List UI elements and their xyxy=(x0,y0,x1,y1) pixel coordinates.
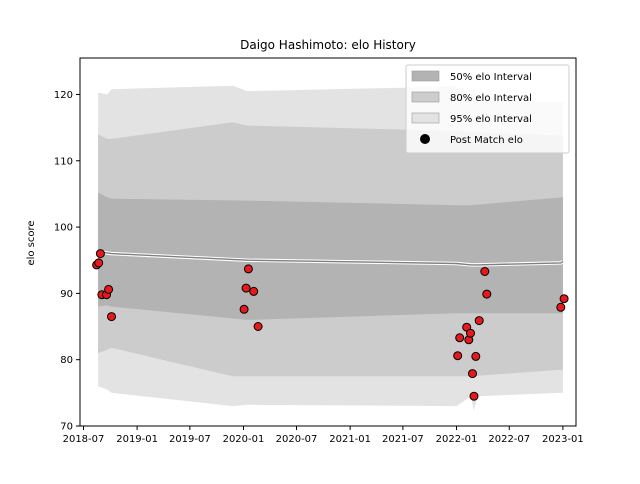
plot-area xyxy=(92,85,569,411)
post-match-point-12 xyxy=(253,322,263,331)
post-match-point-23 xyxy=(482,289,492,299)
y-tick-label: 120 xyxy=(54,90,73,101)
post-match-point-7 xyxy=(107,312,116,322)
post-match-point-2 xyxy=(94,258,104,268)
post-match-point-3 xyxy=(95,249,105,259)
post-match-point-11 xyxy=(249,286,259,296)
axes: 2018-07 2019-01 2019-07 2020-01 2020-07 2021-… xyxy=(54,57,584,445)
y-tick-label: 70 xyxy=(60,422,73,433)
post-match-point-9 xyxy=(241,283,251,293)
post-match-point-24 xyxy=(556,302,566,312)
y-tick-label: 80 xyxy=(60,355,73,366)
axes-frame xyxy=(79,57,577,427)
legend-swatch xyxy=(411,70,440,82)
post-match-point-10 xyxy=(243,264,253,274)
x-tick-label: 2020-01 xyxy=(223,434,265,445)
post-match-point-8 xyxy=(239,304,249,314)
legend-label: 50% elo Interval xyxy=(450,72,532,83)
x-tick-label: 2021-01 xyxy=(329,434,371,445)
post-match-point-22 xyxy=(480,267,490,276)
y-tick-label: 110 xyxy=(54,156,73,167)
y-tick-label: 90 xyxy=(60,289,73,300)
legend-swatch xyxy=(411,112,440,124)
y-axis-label: elo score xyxy=(26,220,37,265)
post-match-point-18 xyxy=(468,369,477,379)
post-match-point-20 xyxy=(471,351,481,361)
legend: 50% elo Interval 80% elo Interval 95% elo … xyxy=(405,64,570,154)
post-match-point-25 xyxy=(559,294,569,304)
x-tick-label: 2022-07 xyxy=(488,434,530,445)
legend-label: 80% elo Interval xyxy=(450,93,532,104)
post-match-point-19 xyxy=(469,391,479,401)
post-match-point-13 xyxy=(453,351,463,361)
y-tick-label: 100 xyxy=(54,223,73,234)
post-match-point-17 xyxy=(466,328,475,338)
chart-title: Daigo Hashimoto: elo History xyxy=(240,38,416,52)
x-tick-label: 2022-01 xyxy=(436,434,478,445)
x-tick-label: 2018-07 xyxy=(63,434,105,445)
mean-line xyxy=(97,250,564,266)
legend-marker xyxy=(420,134,430,144)
x-tick-label: 2019-07 xyxy=(169,434,211,445)
x-tick-label: 2019-01 xyxy=(116,434,158,445)
x-tick-label: 2020-07 xyxy=(276,434,318,445)
band-50-interval xyxy=(98,192,563,320)
legend-label: 95% elo Interval xyxy=(450,114,532,125)
legend-label: Post Match elo xyxy=(450,135,523,146)
x-tick-label: 2021-07 xyxy=(382,434,424,445)
x-tick-label: 2023-01 xyxy=(542,434,584,445)
legend-box xyxy=(405,64,570,154)
post-match-point-21 xyxy=(474,316,484,326)
post-match-point-14 xyxy=(455,333,465,343)
legend-swatch xyxy=(411,91,440,103)
post-match-point-6 xyxy=(104,284,114,294)
